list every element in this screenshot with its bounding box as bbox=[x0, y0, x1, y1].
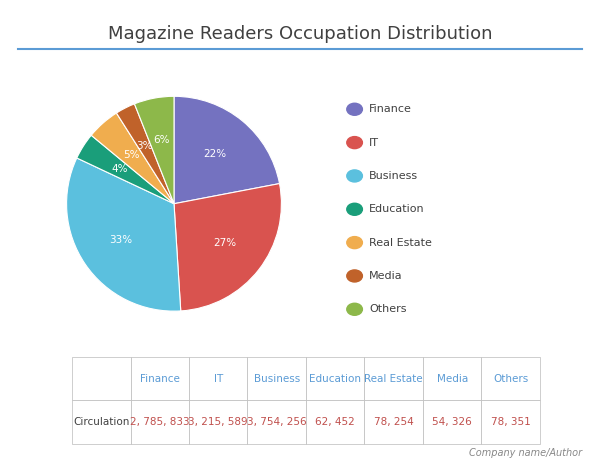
Text: Business: Business bbox=[369, 171, 418, 181]
Wedge shape bbox=[67, 158, 181, 311]
Text: 6%: 6% bbox=[154, 135, 170, 145]
Text: Media: Media bbox=[369, 271, 403, 281]
Text: 5%: 5% bbox=[123, 150, 140, 160]
Text: Finance: Finance bbox=[369, 104, 412, 114]
Wedge shape bbox=[134, 96, 174, 204]
Wedge shape bbox=[91, 113, 174, 204]
Wedge shape bbox=[174, 96, 280, 204]
Wedge shape bbox=[77, 135, 174, 204]
Text: Education: Education bbox=[369, 204, 425, 214]
Text: 4%: 4% bbox=[112, 164, 128, 174]
Wedge shape bbox=[174, 184, 281, 311]
Text: Company name/Author: Company name/Author bbox=[469, 448, 582, 458]
Wedge shape bbox=[116, 104, 174, 204]
Text: Others: Others bbox=[369, 304, 407, 314]
Text: 33%: 33% bbox=[109, 235, 132, 245]
Text: Real Estate: Real Estate bbox=[369, 238, 432, 248]
Text: 27%: 27% bbox=[214, 238, 236, 248]
Text: Magazine Readers Occupation Distribution: Magazine Readers Occupation Distribution bbox=[108, 25, 492, 44]
Text: 22%: 22% bbox=[203, 149, 227, 159]
Text: IT: IT bbox=[369, 138, 379, 148]
Text: 3%: 3% bbox=[136, 141, 153, 151]
